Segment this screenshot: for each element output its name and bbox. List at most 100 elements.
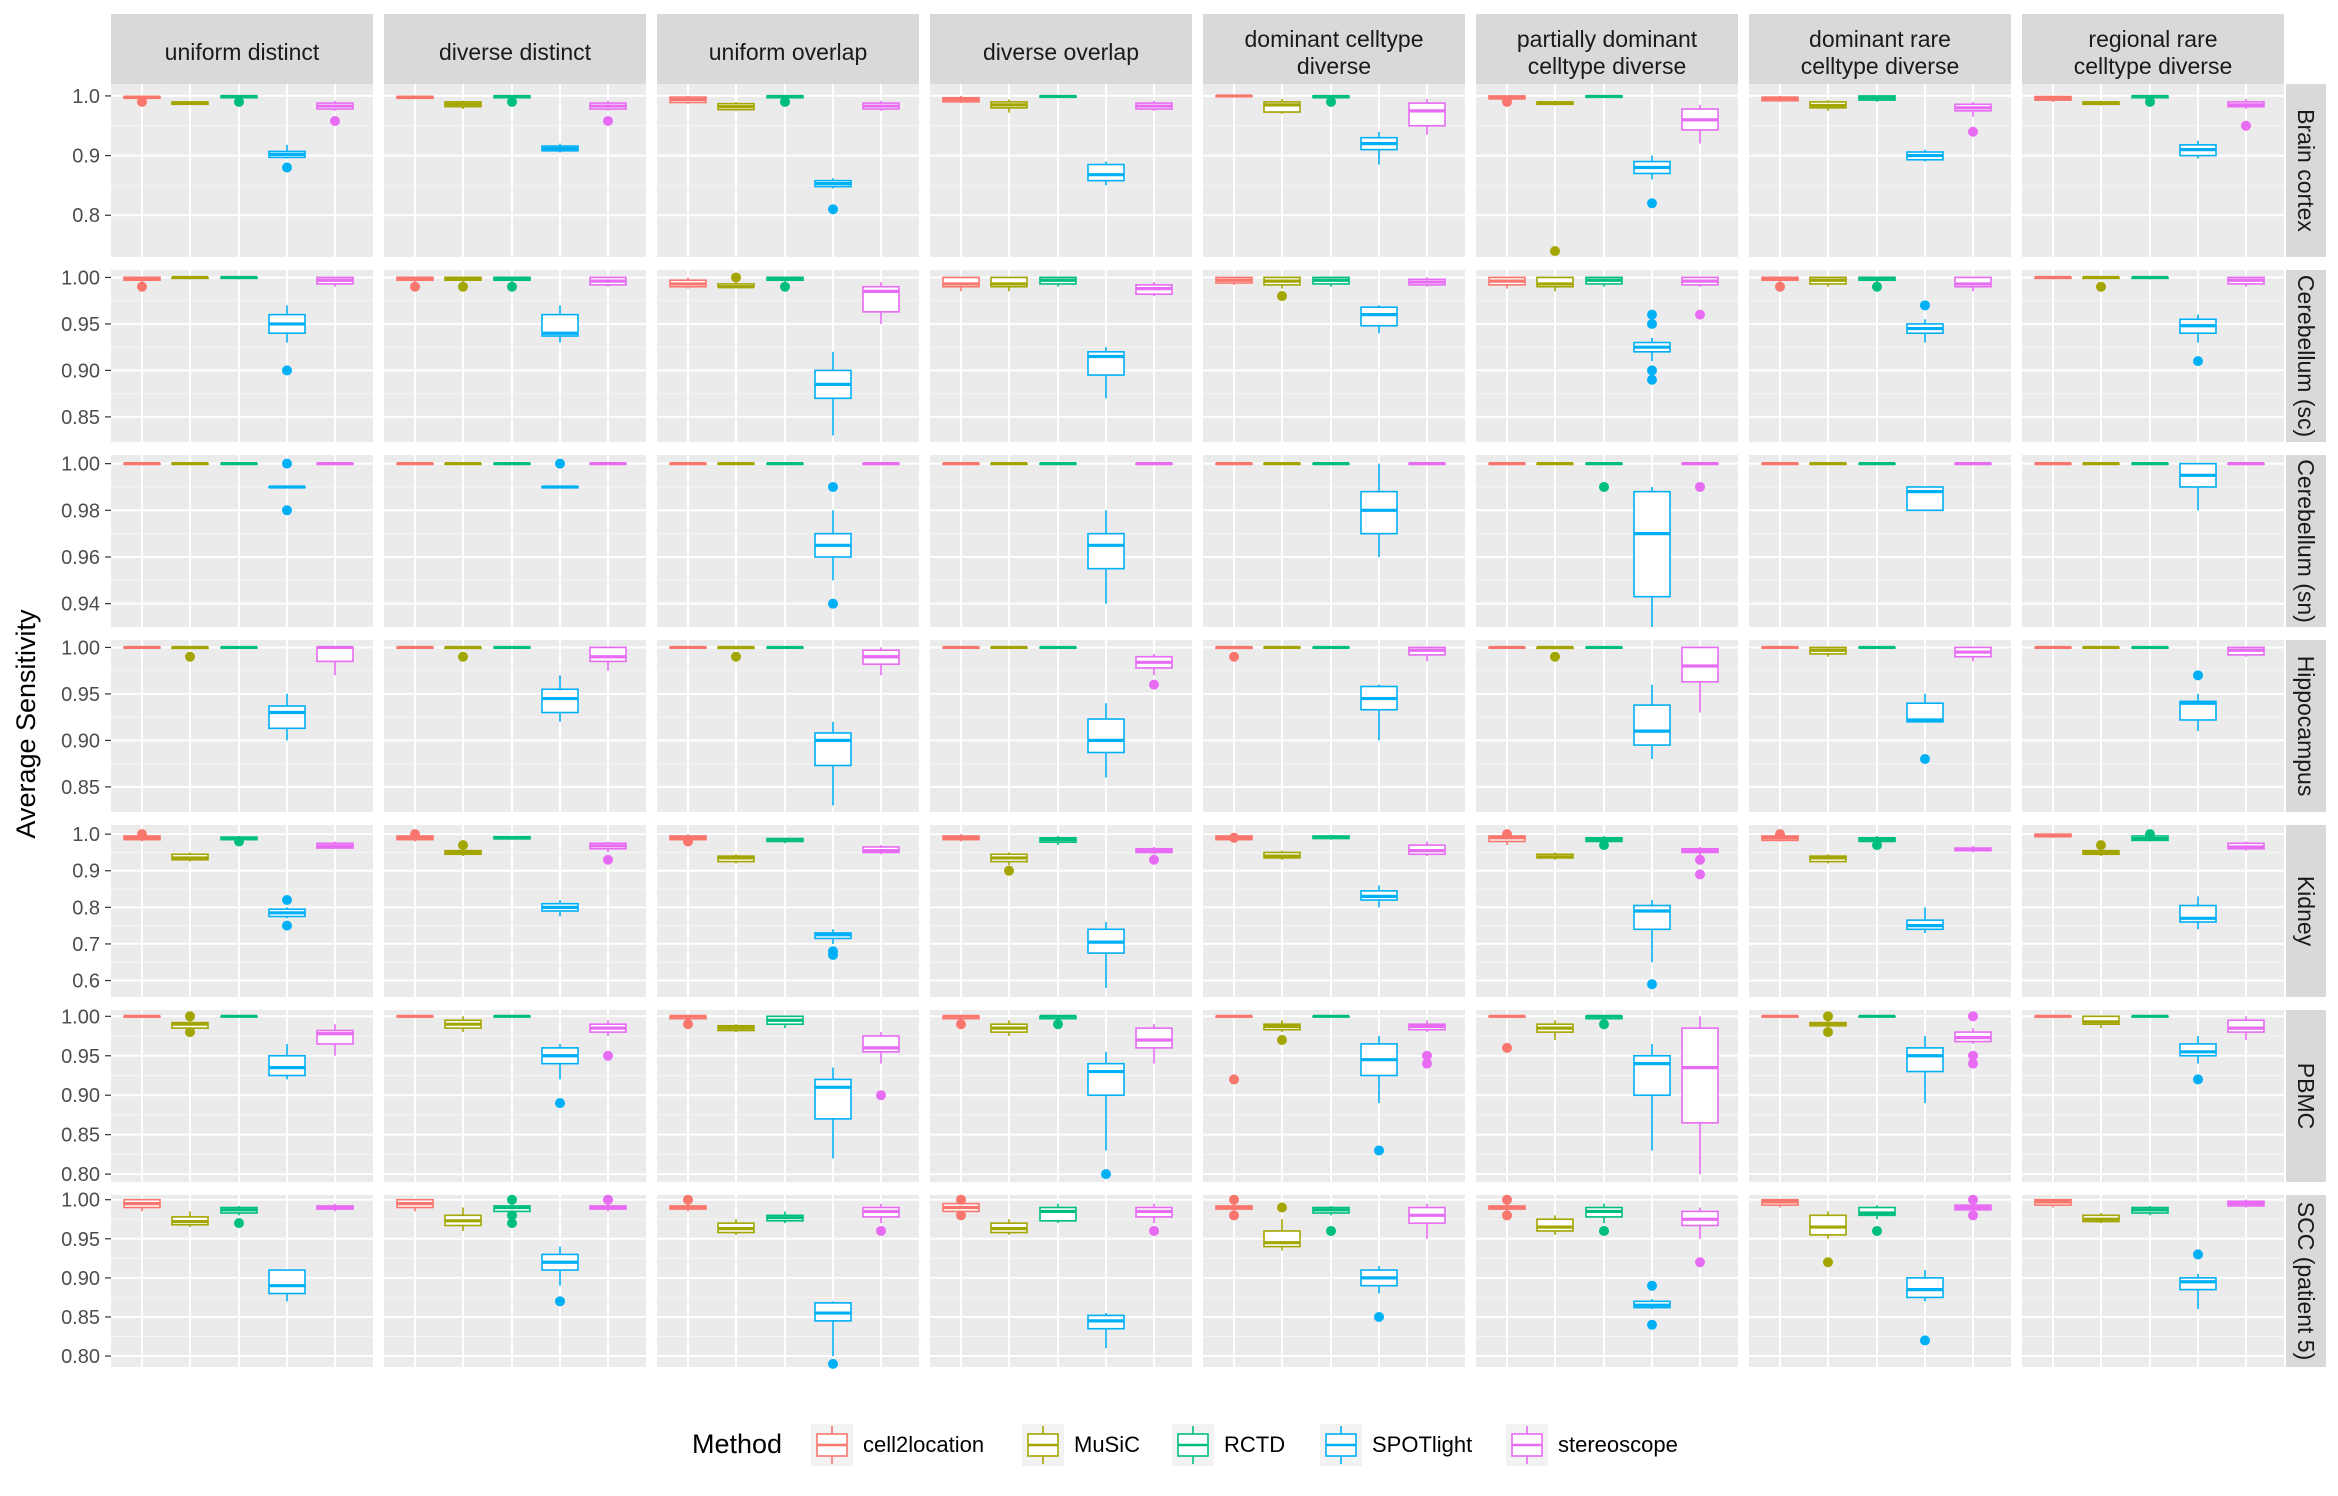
box-cell2location <box>942 276 980 292</box>
outlier-point <box>185 1027 195 1038</box>
row-strip: Brain cortex <box>2286 84 2326 257</box>
box-RCTD <box>493 276 531 292</box>
panel-background <box>111 640 373 812</box>
box-SPOTlight <box>2179 140 2217 159</box>
box-MuSiC <box>990 1219 1028 1235</box>
box-stereoscope <box>1954 845 1992 853</box>
box-SPOTlight <box>1906 907 1944 933</box>
box-stereoscope <box>1135 1024 1173 1064</box>
facet-panel <box>1203 825 1465 997</box>
box-stereoscope <box>1681 104 1719 144</box>
panel-background <box>111 84 373 257</box>
panel-background <box>930 1195 1192 1367</box>
facet-panel <box>384 1194 646 1367</box>
row-strip: Kidney <box>2286 825 2326 997</box>
outlier-point <box>1823 1257 1833 1268</box>
outlier-point <box>185 651 195 662</box>
column-strip-label: celltype diverse <box>2074 53 2233 79</box>
y-axis: 0.8 0.9 1.0 <box>72 86 111 227</box>
column-strip-bg <box>1476 14 1738 84</box>
box-stereoscope <box>862 282 900 324</box>
box-MuSiC <box>444 276 482 292</box>
box-cell2location <box>942 645 980 650</box>
box-RCTD <box>2131 462 2169 466</box>
panel-background <box>1749 825 2011 997</box>
box-cell2location <box>1215 645 1253 662</box>
legend-label: MuSiC <box>1074 1432 1140 1457</box>
facet-panel <box>1749 1194 2011 1367</box>
box-stereoscope <box>1135 282 1173 297</box>
panel-background <box>384 270 646 442</box>
outlier-point <box>1775 829 1785 840</box>
outlier-point <box>1599 481 1609 492</box>
box-iqr <box>1809 1214 1847 1236</box>
box-stereoscope <box>1954 1011 1992 1069</box>
y-tick-label: 1.0 <box>72 86 100 108</box>
box-stereoscope <box>316 1024 354 1056</box>
outlier-point <box>458 281 468 292</box>
y-tick-label: 1.00 <box>61 1006 100 1028</box>
box-SPOTlight <box>541 458 579 489</box>
box-iqr <box>1087 163 1125 182</box>
panel-background <box>1749 1195 2011 1367</box>
box-RCTD <box>1858 276 1896 292</box>
box-MuSiC <box>1263 1202 1301 1251</box>
box-RCTD <box>1039 1014 1077 1030</box>
y-tick-label: 1.00 <box>61 1190 100 1212</box>
box-cell2location <box>669 834 707 847</box>
y-tick-label: 0.9 <box>72 146 100 168</box>
outlier-point <box>2193 1249 2203 1260</box>
outlier-point <box>1502 96 1512 107</box>
box-SPOTlight <box>1906 149 1944 162</box>
row-strip: Cerebellum (sc) <box>2286 270 2326 442</box>
y-tick-label: 0.98 <box>61 500 100 522</box>
box-stereoscope <box>316 462 354 466</box>
box-cell2location <box>942 1014 980 1030</box>
panel-background <box>657 455 919 627</box>
outlier-point <box>780 96 790 107</box>
facet-panel <box>657 1194 919 1369</box>
box-stereoscope <box>589 276 627 287</box>
outlier-point <box>780 281 790 292</box>
box-SPOTlight <box>268 1269 306 1302</box>
box-RCTD <box>1858 835 1896 851</box>
box-stereoscope <box>1408 98 1446 135</box>
facet-panel <box>111 270 373 442</box>
outlier-point <box>555 458 565 469</box>
box-stereoscope <box>2227 1016 2265 1040</box>
y-tick-label: 0.90 <box>61 1268 100 1290</box>
box-SPOTlight <box>1087 347 1125 399</box>
box-cell2location <box>1761 1014 1799 1018</box>
row-strip: Hippocampus <box>2286 640 2326 812</box>
facet-panel <box>384 1010 646 1182</box>
box-stereoscope <box>1135 100 1173 111</box>
box-SPOTlight <box>1633 1280 1671 1330</box>
outlier-point <box>1374 1311 1384 1322</box>
box-iqr <box>1360 306 1398 327</box>
box-RCTD <box>493 94 531 107</box>
box-iqr <box>1633 490 1671 598</box>
box-RCTD <box>1039 94 1077 99</box>
outlier-point <box>1277 1034 1287 1045</box>
outlier-point <box>282 365 292 376</box>
panel-background <box>1203 270 1465 442</box>
outlier-point <box>2193 670 2203 681</box>
outlier-point <box>1277 1202 1287 1213</box>
box-cell2location <box>1215 462 1253 466</box>
box-SPOTlight <box>1906 486 1944 512</box>
box-MuSiC <box>171 1211 209 1228</box>
box-cell2location <box>669 1014 707 1030</box>
column-strip-label: uniform overlap <box>709 39 868 65</box>
outlier-point <box>1229 1194 1239 1205</box>
box-iqr <box>1087 1062 1125 1097</box>
legend: Method cell2location MuSiC RCTD SPOTlight st… <box>692 1424 1678 1466</box>
box-SPOTlight <box>1360 1036 1398 1156</box>
column-strip-label: dominant rare <box>1809 26 1951 52</box>
box-SPOTlight <box>268 1043 306 1080</box>
box-iqr <box>1681 1027 1719 1124</box>
box-iqr <box>1906 1277 1944 1299</box>
box-stereoscope <box>2227 841 2265 851</box>
outlier-point <box>555 1296 565 1307</box>
outlier-point <box>1647 309 1657 320</box>
box-RCTD <box>1312 462 1350 466</box>
